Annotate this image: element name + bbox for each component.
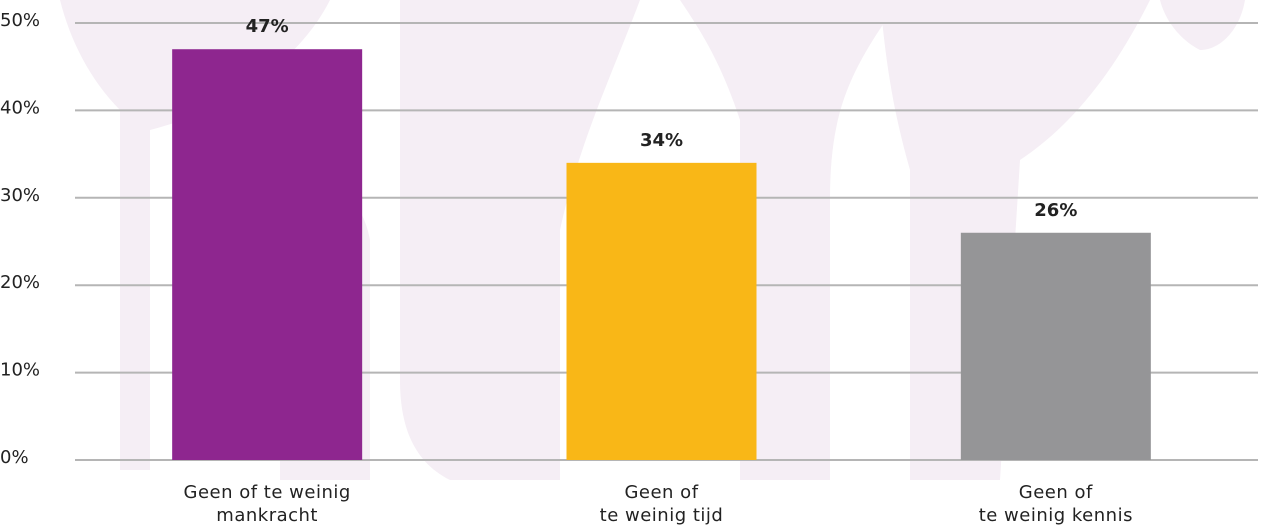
x-tick-label: Geen of te weinig tijd bbox=[599, 482, 724, 526]
x-tick-label: Geen of te weinig mankracht bbox=[183, 482, 351, 526]
value-label: 34% bbox=[640, 130, 683, 151]
y-tick-label: 10% bbox=[0, 360, 40, 381]
bar bbox=[566, 162, 757, 460]
bar bbox=[960, 232, 1151, 460]
value-label: 47% bbox=[246, 16, 289, 37]
bar bbox=[172, 49, 363, 460]
value-label: 26% bbox=[1034, 200, 1077, 221]
y-tick-label: 20% bbox=[0, 272, 40, 293]
y-tick-label: 40% bbox=[0, 97, 40, 118]
y-tick-label: 50% bbox=[0, 10, 40, 31]
y-tick-label: 30% bbox=[0, 185, 40, 206]
y-tick-label: 0% bbox=[0, 447, 29, 468]
x-tick-label: Geen of te weinig kennis bbox=[978, 482, 1133, 526]
